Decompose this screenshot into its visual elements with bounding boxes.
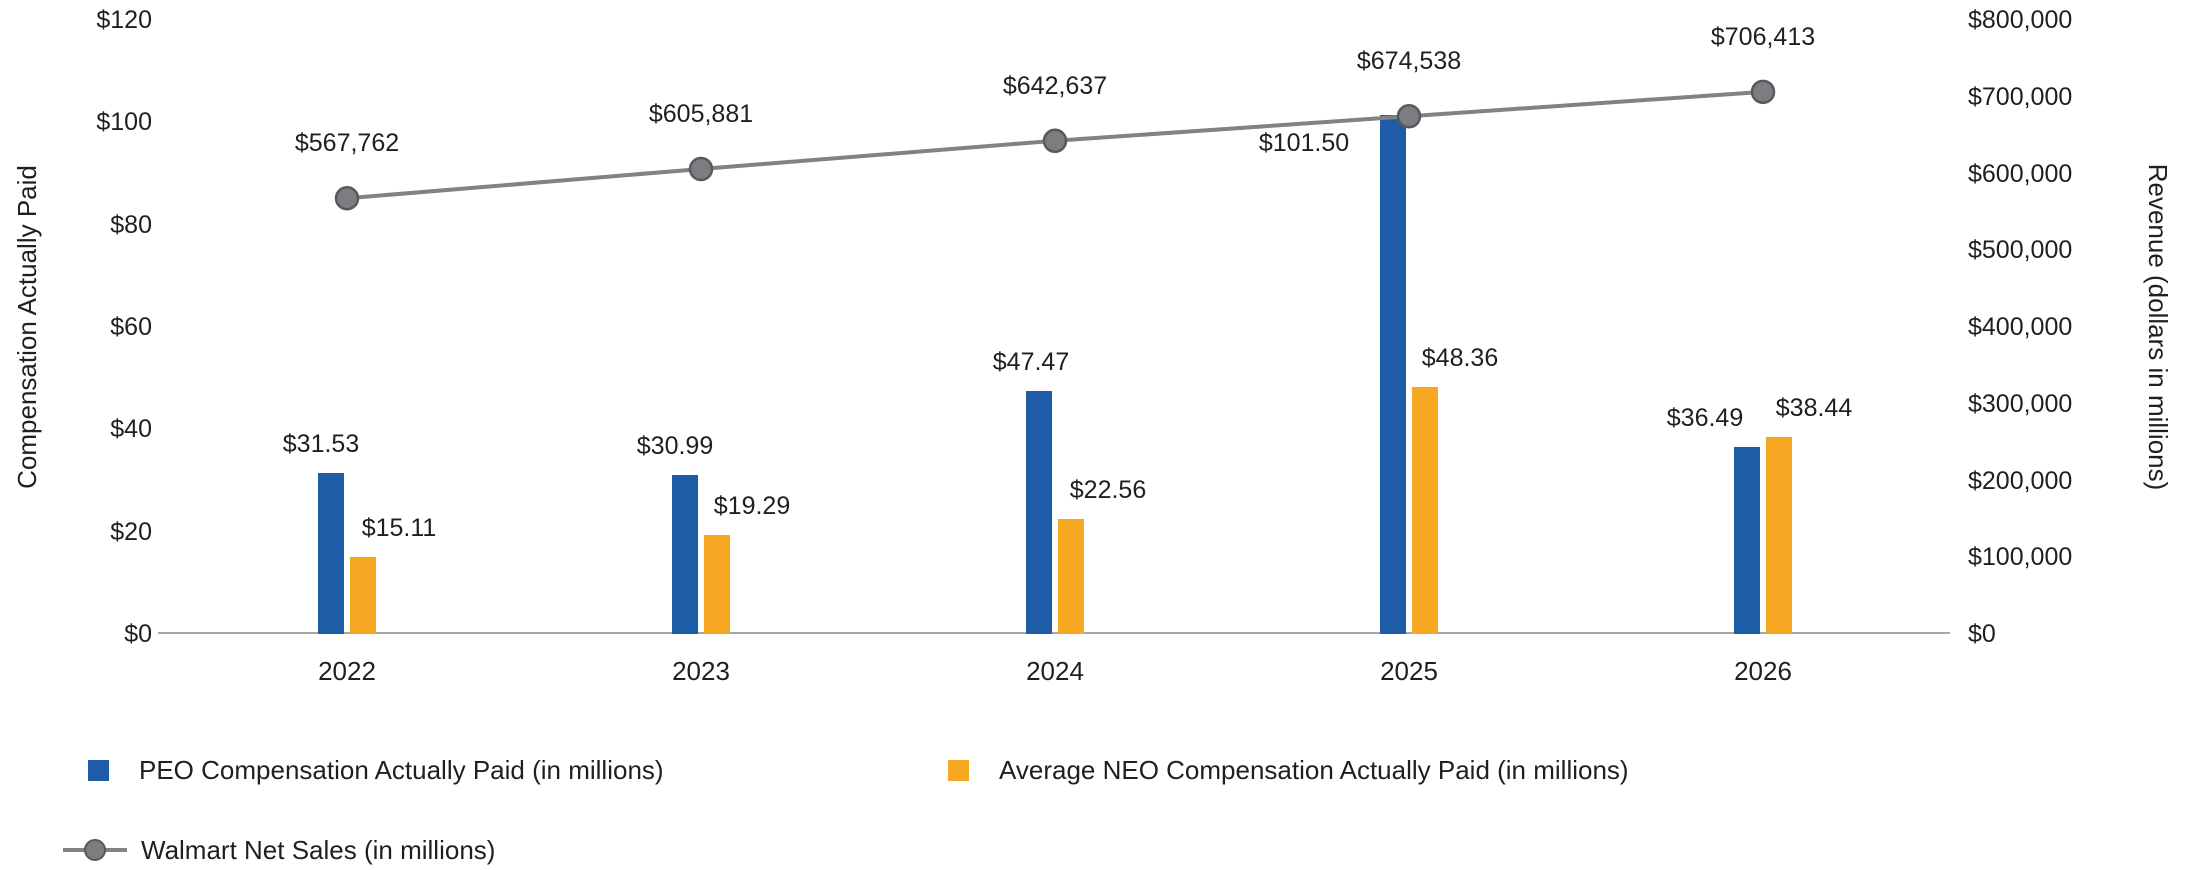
label-netsales-2025: $674,538 bbox=[1356, 47, 1462, 76]
legend-dot-icon bbox=[84, 839, 106, 861]
x-tick-2025: 2025 bbox=[1380, 656, 1438, 686]
left-axis-tick-5: $100 bbox=[96, 108, 152, 137]
net-sales-line-layer bbox=[334, 79, 1776, 211]
left-axis-tick-0: $0 bbox=[124, 620, 152, 648]
bar-neo-2023 bbox=[704, 535, 730, 634]
right-axis-tick-2: $200,000 bbox=[1968, 466, 2073, 495]
label-peo-2023: $30.99 bbox=[636, 432, 714, 461]
legend-label: PEO Compensation Actually Paid (in milli… bbox=[139, 755, 664, 785]
label-neo-2023: $19.29 bbox=[713, 492, 791, 521]
bar-peo-2024 bbox=[1026, 391, 1052, 634]
legend-label: Walmart Net Sales (in millions) bbox=[141, 835, 496, 865]
right-axis-tick-3: $300,000 bbox=[1968, 389, 2073, 418]
label-peo-2025: $101.50 bbox=[1258, 128, 1350, 157]
bar-neo-2026 bbox=[1766, 437, 1792, 634]
bar-neo-2022 bbox=[350, 556, 376, 634]
label-netsales-2026: $706,413 bbox=[1710, 22, 1816, 51]
x-tick-2022: 2022 bbox=[318, 656, 376, 686]
bar-peo-2022 bbox=[318, 472, 344, 634]
label-netsales-2023: $605,881 bbox=[648, 99, 754, 128]
legend-square-marker-icon bbox=[88, 759, 109, 781]
label-neo-2022: $15.11 bbox=[361, 513, 437, 542]
right-axis-tick-8: $800,000 bbox=[1968, 6, 2073, 34]
x-axis-line bbox=[158, 632, 1950, 634]
label-peo-2024: $47.47 bbox=[992, 348, 1070, 377]
left-axis-tick-2: $40 bbox=[110, 415, 152, 444]
label-peo-2026: $36.49 bbox=[1666, 404, 1744, 433]
legend-label: Average NEO Compensation Actually Paid (… bbox=[999, 755, 1629, 785]
right-axis-tick-6: $600,000 bbox=[1968, 159, 2073, 188]
label-peo-2022: $31.53 bbox=[282, 429, 360, 458]
left-axis-tick-6: $120 bbox=[96, 6, 152, 34]
netsales-marker-2026 bbox=[1750, 79, 1776, 105]
label-neo-2025: $48.36 bbox=[1421, 343, 1499, 372]
right-axis-title: Revenue (dollars in millions) bbox=[2143, 163, 2173, 491]
label-netsales-2022: $567,762 bbox=[294, 129, 400, 158]
x-tick-2024: 2024 bbox=[1026, 656, 1084, 686]
right-axis-tick-4: $400,000 bbox=[1968, 313, 2073, 341]
label-neo-2026: $38.44 bbox=[1775, 394, 1853, 423]
left-axis-tick-4: $80 bbox=[110, 210, 152, 239]
netsales-marker-2022 bbox=[334, 185, 360, 211]
netsales-marker-2024 bbox=[1042, 128, 1068, 154]
left-axis-tick-1: $20 bbox=[110, 517, 152, 546]
plot-area: $31.53 $30.99 $47.47 $101.50 $36.49 $15.11 $19… bbox=[170, 20, 1940, 634]
right-axis-tick-5: $500,000 bbox=[1968, 236, 2073, 265]
bar-neo-2025 bbox=[1412, 386, 1438, 634]
label-neo-2024: $22.56 bbox=[1069, 475, 1147, 504]
legend-item-2: Walmart Net Sales (in millions) bbox=[63, 832, 495, 868]
x-tick-2023: 2023 bbox=[672, 656, 730, 686]
legend-item-0: PEO Compensation Actually Paid (in milli… bbox=[88, 752, 664, 788]
netsales-marker-2023 bbox=[688, 156, 714, 182]
left-axis-tick-3: $60 bbox=[110, 313, 152, 341]
label-netsales-2024: $642,637 bbox=[1002, 71, 1108, 100]
netsales-marker-2025 bbox=[1396, 104, 1422, 129]
bar-peo-2026 bbox=[1734, 447, 1760, 634]
bar-neo-2024 bbox=[1058, 518, 1084, 634]
right-axis-tick-1: $100,000 bbox=[1968, 543, 2073, 572]
x-tick-2026: 2026 bbox=[1734, 656, 1792, 686]
right-axis-tick-0: $0 bbox=[1968, 620, 1996, 648]
legend-square-marker-icon bbox=[948, 759, 969, 781]
bar-peo-2025 bbox=[1380, 114, 1406, 634]
right-axis-tick-7: $700,000 bbox=[1968, 82, 2073, 111]
bar-peo-2023 bbox=[672, 475, 698, 634]
legend-item-1: Average NEO Compensation Actually Paid (… bbox=[948, 752, 1629, 788]
legend-line-dot-marker-icon bbox=[63, 832, 127, 868]
